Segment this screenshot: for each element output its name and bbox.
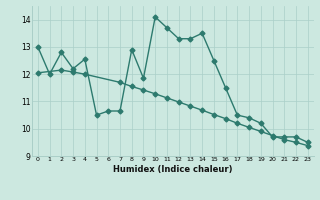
X-axis label: Humidex (Indice chaleur): Humidex (Indice chaleur) xyxy=(113,165,233,174)
